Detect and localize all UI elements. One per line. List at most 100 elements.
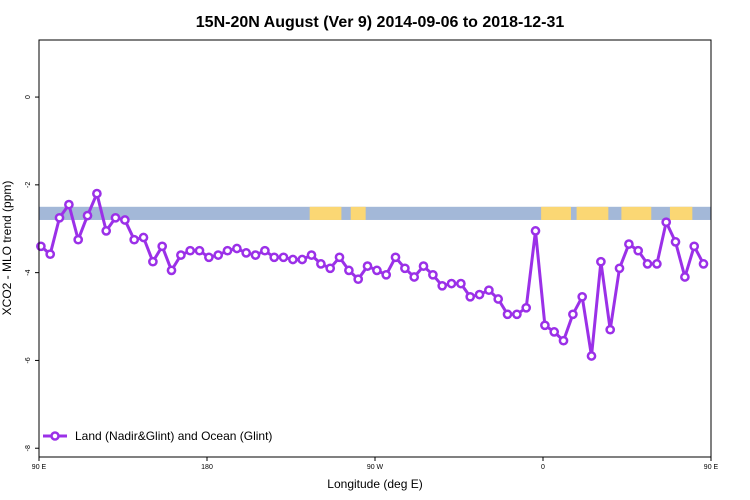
data-point — [92, 188, 102, 199]
data-point — [437, 280, 448, 291]
data-point — [372, 265, 382, 276]
data-point — [530, 226, 541, 236]
y-axis: 0 -2 -4 -6 -8 — [25, 95, 39, 451]
data-point — [698, 259, 709, 269]
data-point — [213, 250, 224, 260]
data-point — [409, 272, 420, 282]
data-point — [101, 226, 112, 236]
ocean-band — [39, 206, 711, 220]
data-point — [36, 241, 46, 252]
data-point — [232, 243, 242, 254]
data-point — [381, 269, 392, 280]
data-point — [521, 302, 532, 313]
data-point — [596, 256, 606, 267]
data-point — [661, 217, 672, 228]
data-point — [493, 294, 504, 304]
y-tick-label: -8 — [25, 445, 32, 451]
land-band-segment — [350, 206, 366, 220]
x-tick-label: 90 E — [704, 464, 719, 471]
data-point — [73, 234, 84, 245]
data-point — [558, 335, 569, 346]
x-tick-label: 0 — [541, 464, 545, 471]
data-point — [129, 234, 140, 245]
plot-frame — [38, 39, 712, 458]
data-point — [624, 239, 634, 249]
x-axis: 90 E 180 90 W 0 90 E — [32, 457, 719, 471]
data-point — [325, 263, 336, 274]
data-point — [148, 256, 158, 267]
data-point — [334, 252, 345, 263]
data-point — [185, 245, 196, 256]
data-point — [568, 309, 578, 320]
data-point — [689, 241, 700, 252]
plot-area — [36, 188, 711, 361]
data-point — [194, 245, 205, 256]
data-point — [110, 212, 121, 223]
data-point — [176, 250, 186, 260]
y-tick-label: -4 — [25, 269, 32, 275]
data-point — [362, 261, 373, 271]
x-tick-label: 90 E — [32, 464, 47, 471]
x-tick-label: 180 — [201, 464, 213, 471]
data-point — [670, 237, 681, 247]
data-point — [344, 265, 354, 276]
data-point — [138, 232, 149, 243]
data-point — [465, 291, 476, 302]
data-point — [204, 252, 214, 263]
land-band-segment — [309, 206, 342, 220]
land-band-segment — [541, 206, 571, 220]
data-point — [577, 291, 588, 302]
data-point — [642, 259, 653, 269]
data-point — [222, 245, 233, 256]
data-point — [45, 249, 56, 260]
data-point — [120, 215, 130, 225]
y-tick-label: -2 — [25, 182, 32, 188]
y-tick-label: 0 — [25, 95, 32, 99]
data-point — [680, 272, 690, 282]
data-point — [400, 263, 410, 274]
data-point — [241, 248, 252, 258]
data-point — [260, 245, 270, 256]
data-point — [353, 274, 364, 285]
chart-title: 15N-20N August (Ver 9) 2014-09-06 to 201… — [196, 14, 565, 31]
data-point — [64, 199, 74, 210]
y-tick-label: -6 — [25, 357, 32, 363]
data-point — [484, 285, 494, 296]
data-point — [82, 210, 93, 221]
data-point — [549, 327, 560, 337]
data-point — [157, 241, 168, 252]
data-point — [512, 309, 522, 320]
data-point — [605, 324, 616, 335]
data-point — [316, 259, 326, 269]
data-point — [390, 252, 401, 263]
land-band-segment — [621, 206, 652, 220]
data-point — [633, 245, 644, 256]
data-point — [474, 289, 485, 300]
data-point — [540, 320, 550, 331]
data-point — [54, 212, 65, 223]
data-point — [269, 252, 280, 263]
data-point — [456, 278, 466, 289]
legend-label: Land (Nadir&Glint) and Ocean (Glint) — [75, 429, 272, 443]
legend: Land (Nadir&Glint) and Ocean (Glint) — [43, 429, 272, 443]
land-band-segment — [576, 206, 609, 220]
data-point — [502, 309, 513, 320]
data-point — [428, 269, 438, 280]
data-point — [586, 351, 597, 361]
data-point — [446, 278, 457, 289]
data-point — [652, 259, 662, 269]
data-point — [306, 250, 317, 260]
land-band-segment — [669, 206, 693, 220]
x-axis-label: Longitude (deg E) — [327, 477, 422, 491]
data-point — [614, 263, 625, 274]
legend-marker-swatch — [50, 431, 60, 441]
data-point — [166, 265, 177, 276]
data-point — [418, 261, 429, 271]
data-point — [250, 250, 261, 260]
y-axis-label: XCO2 - MLO trend (ppm) — [0, 181, 14, 316]
data-point — [297, 254, 308, 265]
x-tick-label: 90 W — [367, 464, 384, 471]
data-point — [288, 254, 298, 265]
data-point — [278, 252, 289, 263]
